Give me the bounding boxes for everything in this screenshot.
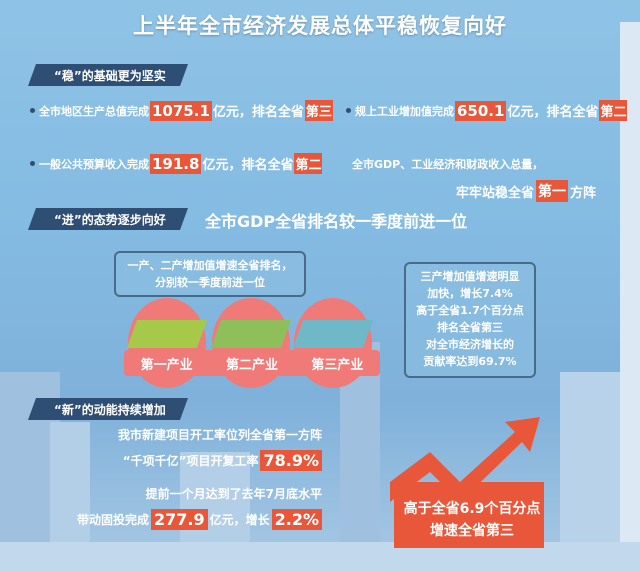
- industry-labels: 第一产业 第二产业 第三产业: [124, 350, 380, 376]
- summary-line1: 全市GDP、工业经济和财政收入总量，: [352, 158, 544, 171]
- text: 分别较一季度前进一位: [155, 276, 265, 289]
- project-line1: 我市新建项目开工率位列全省第一方阵: [117, 428, 322, 442]
- section-header-stable: “稳”的基础更为坚实: [28, 64, 188, 86]
- summary-rank: 第一: [536, 180, 569, 202]
- label-primary: 第一产业: [140, 357, 193, 373]
- industry-rank: 第二: [599, 100, 628, 121]
- bubble-right: 三产增加值增速明显 加快，增长7.4% 高于全省1.7个百分点 排名全省第三 对全市经济…: [404, 262, 536, 378]
- gdp-rank: 第三: [304, 100, 333, 121]
- text: 加快，增长7.4%: [427, 287, 513, 300]
- factory-illustration: [210, 320, 292, 348]
- label: 亿元，增长: [209, 513, 270, 527]
- rising-arrow-icon: [390, 417, 544, 552]
- text: 排名全省第三: [437, 321, 503, 334]
- map-illustration: [292, 320, 374, 348]
- label-secondary: 第二产业: [225, 357, 278, 373]
- label: 亿元，排名全省: [507, 105, 599, 120]
- project-line3: 提前一个月达到了去年7月底水平: [145, 487, 322, 501]
- label: 带动固投完成: [76, 513, 149, 527]
- text: 贡献率达到69.7%: [423, 355, 517, 368]
- label: “千项千亿”项目开复工率: [122, 454, 259, 468]
- section-header-new: “新”的动能持续增加: [28, 398, 188, 420]
- section2-headline: 全市GDP全省排名较一季度前进一位: [205, 212, 468, 231]
- project-line4: 带动固投完成 277.9 亿元，增长 2.2%: [77, 509, 322, 530]
- project-line2: “千项千亿”项目开复工率 78.9%: [123, 450, 322, 471]
- bubble-left: 一产、二产增加值增速全省排名， 分别较一季度前进一位: [114, 251, 306, 297]
- text: 对全市经济增长的: [426, 338, 514, 351]
- industry-stat: 规上工业增加值完成 650.1 亿元，排名全省 第二: [346, 100, 628, 121]
- label: 亿元，排名全省: [212, 105, 304, 120]
- text: 高于全省6.9个百分点: [403, 501, 541, 517]
- text: 三产增加值增速明显: [420, 270, 520, 283]
- farm-illustration: [126, 320, 208, 348]
- revenue-stat: 一般公共预算收入完成 191.8 亿元，排名全省 第二: [30, 153, 323, 174]
- arrow-text: 高于全省6.9个百分点 增速全省第三: [384, 498, 560, 542]
- investment-value: 277.9: [151, 509, 208, 530]
- label-tertiary: 第三产业: [311, 357, 364, 373]
- section-header-progress: “进”的态势逐步向好: [28, 208, 188, 230]
- page-title: 上半年全市经济发展总体平稳恢复向好: [133, 14, 507, 38]
- summary-line2: 牢牢站稳全省 第一 方阵: [456, 180, 596, 202]
- label: 亿元，排名全省: [202, 158, 294, 173]
- bullet-icon: [30, 161, 35, 166]
- gdp-stat: 全市地区生产总值完成 1075.1 亿元，排名全省 第三: [30, 100, 333, 121]
- industry-value: 650.1: [455, 100, 507, 121]
- resumption-rate: 78.9%: [260, 450, 322, 471]
- text: 增速全省第三: [430, 523, 514, 539]
- gdp-value: 1075.1: [150, 100, 212, 121]
- label: 方阵: [570, 185, 597, 201]
- revenue-rank: 第二: [294, 153, 323, 174]
- label: 牢牢站稳全省: [456, 185, 535, 201]
- label: 一般公共预算收入完成: [39, 157, 149, 171]
- text: 一产、二产增加值增速全省排名，: [127, 259, 293, 272]
- revenue-value: 191.8: [150, 153, 202, 174]
- label: 全市地区生产总值完成: [39, 104, 149, 118]
- text: 高于全省1.7个百分点: [416, 304, 524, 317]
- label: 规上工业增加值完成: [355, 104, 454, 118]
- bullet-icon: [346, 108, 351, 113]
- growth-value: 2.2%: [271, 509, 322, 530]
- bullet-icon: [30, 108, 35, 113]
